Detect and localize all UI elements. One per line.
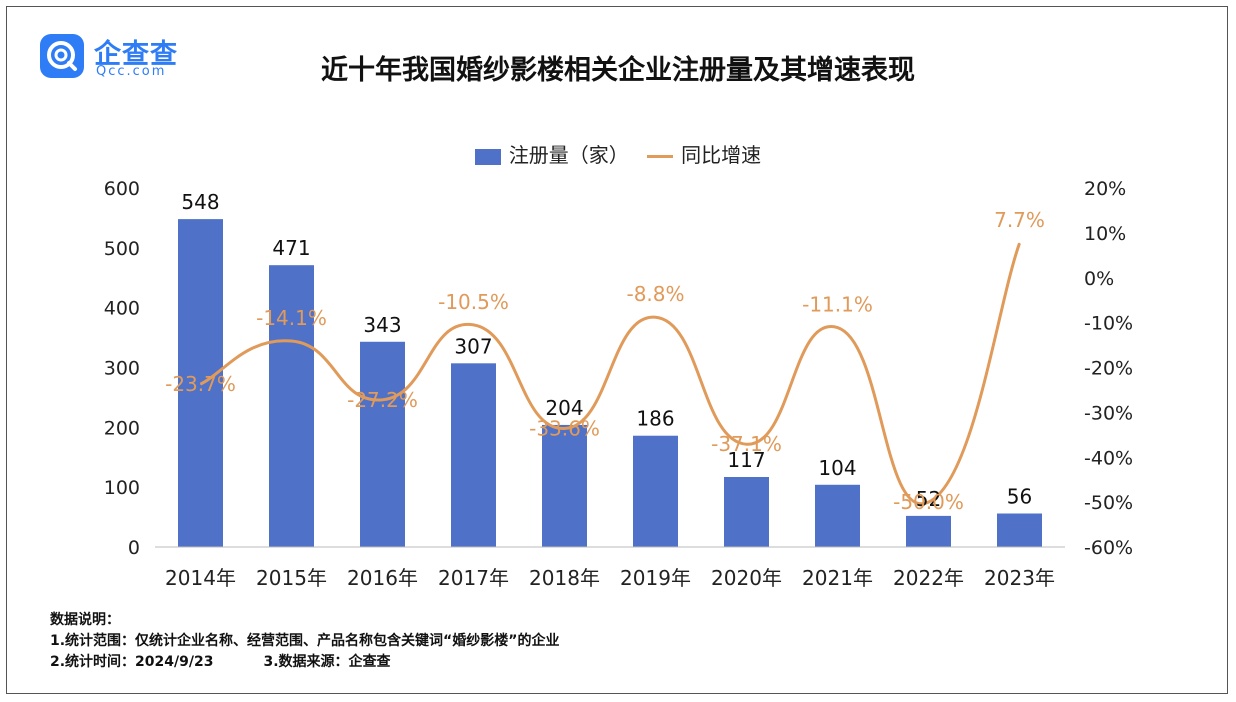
notes-heading: 数据说明： [50,612,120,628]
bar-value-label: 307 [454,334,492,358]
growth-rate-point [928,501,929,503]
y2-tick-label: 20% [1084,178,1126,200]
bar [997,513,1042,547]
growth-rate-point [291,340,292,342]
growth-rate-label: -37.1% [711,432,782,456]
bar [633,435,678,547]
y2-tick-label: -40% [1084,447,1133,469]
legend-bar-swatch [474,148,501,165]
bar [360,341,405,547]
logo-name: 企查查 [94,39,178,70]
growth-rate-label: -14.1% [256,306,327,330]
growth-rate-point [1019,242,1020,244]
y-tick-label: 200 [104,417,140,439]
notes-line-1: 1.统计范围：仅统计企业名称、经营范围、产品名称包含关键词“婚纱影楼”的企业 [50,633,560,649]
legend-item-bar: 注册量（家） [474,139,629,168]
bar [815,484,860,547]
growth-rate-point [564,428,565,430]
y-tick-label: 0 [128,537,140,559]
chart-title: 近十年我国婚纱影楼相关企业注册量及其增速表现 [321,55,915,86]
x-tick-label: 2022年 [893,566,964,590]
legend-item-line: 同比增速 [647,139,761,168]
growth-rate-point [655,316,656,318]
bar-value-label: 204 [545,396,583,420]
growth-rate-label: -8.8% [626,282,684,306]
growth-rate-label: -23.7% [165,372,236,396]
notes-line-2b: 3.数据来源：企查查 [263,654,391,670]
legend-bar-label: 注册量（家） [508,143,629,167]
growth-rate-label: -50.0% [893,490,964,514]
y-tick-label: 300 [104,358,140,380]
y2-tick-label: 10% [1084,223,1126,245]
growth-rate-point [473,324,474,326]
bar-value-label: 117 [727,448,765,472]
y2-tick-label: -60% [1084,537,1133,559]
growth-rate-label: -10.5% [438,290,509,314]
growth-rate-label: -11.1% [802,293,873,317]
bar [724,476,769,547]
x-tick-label: 2017年 [438,566,509,590]
legend-line-swatch [647,155,674,158]
x-tick-label: 2019年 [620,566,691,590]
y2-tick-label: -50% [1084,492,1133,514]
growth-rate-point [200,383,201,385]
notes-line-2: 2.统计时间：2024/9/23 3.数据来源：企查查 [50,652,559,673]
growth-rate-line [199,242,1021,506]
bar-value-label: 548 [181,190,219,214]
data-notes: 数据说明： 1.统计范围：仅统计企业名称、经营范围、产品名称包含关键词“婚纱影楼… [50,610,559,673]
bar [269,265,314,547]
bar-value-label: 186 [636,407,674,431]
y-tick-label: 600 [104,178,140,200]
y2-tick-label: -30% [1084,402,1133,424]
y-tick-label: 500 [104,238,140,260]
x-tick-label: 2015年 [256,566,327,590]
bar-value-label: 343 [363,313,401,337]
growth-rate-point [837,327,838,329]
bar [542,424,587,547]
y-tick-label: 100 [104,477,140,499]
x-tick-label: 2023年 [984,566,1055,590]
bar-value-label: 104 [818,456,856,480]
bar-value-label: 52 [916,487,941,511]
growth-rate-label: -27.2% [347,388,418,412]
x-tick-label: 2014年 [165,566,236,590]
x-tick-label: 2018年 [529,566,600,590]
growth-rate-label: -33.6% [529,417,600,441]
growth-rate-label: 7.7% [994,208,1045,232]
bar [906,515,951,547]
y2-tick-label: -20% [1084,358,1133,380]
bar [451,363,496,547]
y-tick-label: 400 [104,298,140,320]
growth-rate-point [746,443,747,445]
qcc-logo-icon [40,34,84,78]
growth-rate-point [382,399,383,401]
notes-line-2a: 2.统计时间：2024/9/23 [50,654,214,670]
y2-tick-label: 0% [1084,268,1114,290]
logo-sub: Qcc.com [96,64,167,79]
legend: 注册量（家） 同比增速 [0,139,1236,168]
x-tick-label: 2016年 [347,566,418,590]
legend-line-label: 同比增速 [681,143,762,167]
bar-value-label: 471 [272,236,310,260]
y2-tick-label: -10% [1084,313,1133,335]
x-tick-label: 2020年 [711,566,782,590]
x-tick-label: 2021年 [802,566,873,590]
bar-value-label: 56 [1007,484,1032,508]
